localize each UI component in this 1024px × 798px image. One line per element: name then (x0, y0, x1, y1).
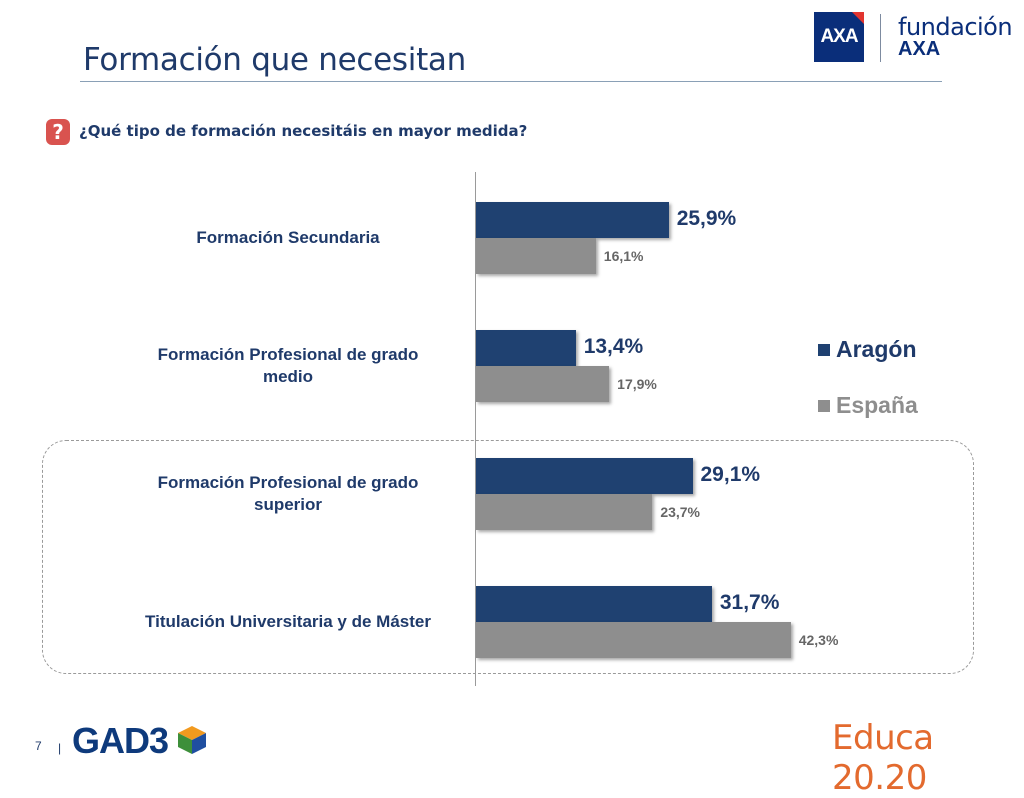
bar-aragon (476, 458, 693, 494)
gad3-cube-icon (178, 726, 206, 754)
legend-swatch (818, 343, 830, 356)
value-label-aragon: 31,7% (719, 591, 780, 614)
legend-swatch (818, 399, 830, 412)
page-number: 7 (35, 739, 42, 753)
page-title: Formación que necesitan (83, 42, 466, 78)
chart-axis-line (475, 172, 476, 686)
bar-espana (476, 238, 596, 274)
bar-aragon (476, 586, 712, 622)
footer-separator: | (58, 741, 62, 755)
legend-label: Aragón (836, 336, 917, 362)
logo-text-fundacion: fundación (898, 13, 1013, 41)
logo-separator (880, 14, 881, 62)
gad3-logo-text: GAD3 (72, 720, 169, 761)
educa-logo-text: Educa 20.20 (832, 718, 934, 798)
value-label-espana: 23,7% (660, 504, 701, 520)
value-label-aragon: 29,1% (700, 463, 761, 486)
value-label-aragon: 13,4% (583, 335, 644, 358)
category-label: Titulación Universitaria y de Máster (145, 612, 431, 631)
legend-item-espana: España (818, 392, 918, 419)
legend-label: España (836, 392, 918, 418)
bar-espana (476, 622, 791, 658)
question-text: ¿Qué tipo de formación necesitáis en may… (79, 122, 528, 140)
axa-logo-mark: AXA (820, 26, 858, 47)
title-underline (80, 81, 942, 82)
value-label-aragon: 25,9% (676, 207, 737, 230)
bar-aragon (476, 330, 576, 366)
bar-espana (476, 366, 610, 402)
bar-espana (476, 494, 653, 530)
legend-item-aragon: Aragón (818, 336, 917, 363)
category-label: Formación Secundaria (196, 228, 380, 247)
value-label-espana: 17,9% (617, 376, 657, 392)
bar-aragon (476, 202, 669, 238)
logo-text-axa: AXA (898, 38, 941, 60)
question-icon: ? (46, 119, 70, 145)
axa-logo: AXA (814, 12, 864, 62)
category-label: Formación Profesional de grado medio (157, 345, 419, 386)
category-label: Formación Profesional de grado superior (157, 473, 419, 514)
value-label-espana: 42,3% (798, 632, 839, 648)
value-label-espana: 16,1% (603, 248, 644, 264)
highlight-dashed-box (42, 440, 974, 674)
